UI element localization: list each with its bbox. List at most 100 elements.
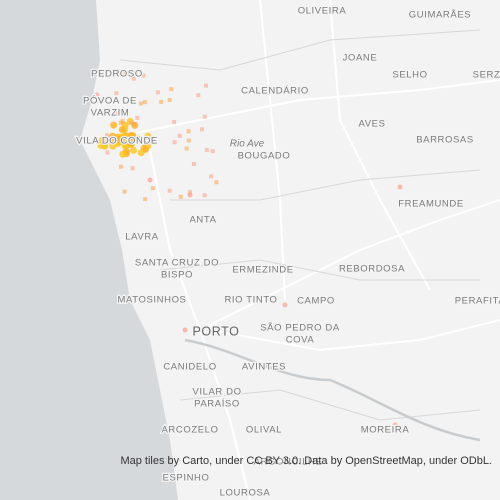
marker bbox=[105, 150, 110, 155]
place-label: VARZIM bbox=[91, 108, 130, 119]
marker bbox=[120, 137, 128, 145]
marker bbox=[397, 184, 403, 190]
place-label: Rio Ave bbox=[230, 139, 265, 150]
place-label: ESPINHO bbox=[163, 473, 210, 484]
place-label: SERZE bbox=[473, 70, 500, 81]
marker bbox=[202, 193, 207, 198]
marker bbox=[141, 73, 146, 78]
marker bbox=[141, 142, 146, 147]
place-label: PEDROSO bbox=[91, 69, 143, 80]
place-label: RIO TINTO bbox=[224, 295, 277, 306]
marker bbox=[191, 162, 196, 167]
marker bbox=[187, 192, 193, 198]
marker bbox=[130, 134, 138, 142]
river bbox=[184, 338, 481, 442]
place-label: AVINTES bbox=[242, 362, 286, 373]
marker bbox=[123, 70, 128, 75]
marker bbox=[108, 132, 116, 140]
marker bbox=[172, 140, 177, 145]
marker bbox=[147, 177, 153, 183]
place-label: SELHO bbox=[392, 70, 427, 81]
place-label: CALENDÁRIO bbox=[241, 86, 309, 97]
marker bbox=[120, 119, 125, 124]
place-label: CAMPO bbox=[297, 296, 335, 307]
marker bbox=[169, 87, 174, 92]
marker bbox=[184, 146, 189, 151]
place-label: VILA DO CONDE bbox=[76, 136, 158, 147]
place-label: JOANE bbox=[343, 53, 378, 64]
marker bbox=[210, 149, 215, 154]
marker bbox=[132, 122, 137, 127]
marker bbox=[110, 121, 118, 129]
place-label: PERAFITA bbox=[455, 296, 500, 307]
place-label: MOREIRA bbox=[361, 425, 410, 436]
minor-roads bbox=[119, 29, 481, 421]
marker bbox=[204, 147, 209, 152]
attribution: Map tiles by Carto, under CC BY 3.0. Dat… bbox=[120, 455, 492, 467]
marker bbox=[172, 119, 177, 124]
place-label: LOUROSA bbox=[220, 488, 271, 499]
sea bbox=[0, 0, 178, 500]
place-label: MATOSINHOS bbox=[118, 295, 187, 306]
marker bbox=[392, 422, 398, 428]
place-label: VILAR DO bbox=[192, 387, 241, 398]
marker bbox=[142, 100, 147, 105]
marker bbox=[150, 186, 155, 191]
place-label: COVA bbox=[286, 335, 315, 346]
marker bbox=[137, 149, 145, 157]
place-label: SÃO PEDRO DA bbox=[260, 323, 340, 334]
marker bbox=[143, 197, 148, 202]
marker bbox=[159, 99, 164, 104]
place-label: PARAÍSO bbox=[194, 399, 240, 410]
marker bbox=[130, 146, 138, 154]
place-label: ANTA bbox=[189, 215, 216, 226]
marker bbox=[130, 166, 135, 171]
marker bbox=[121, 121, 129, 129]
marker bbox=[187, 190, 192, 195]
marker bbox=[138, 101, 143, 106]
marker bbox=[186, 138, 191, 143]
marker bbox=[204, 83, 209, 88]
place-label: ARGONCILHE bbox=[254, 457, 323, 468]
marker bbox=[114, 97, 119, 102]
marker bbox=[105, 133, 110, 138]
place-label: BOUGADO bbox=[238, 151, 291, 162]
marker bbox=[167, 98, 172, 103]
place-label: AVES bbox=[358, 119, 385, 130]
marker bbox=[118, 164, 123, 169]
place-label: ARCOZELO bbox=[161, 425, 218, 436]
marker bbox=[144, 132, 152, 140]
marker bbox=[155, 90, 160, 95]
marker bbox=[108, 139, 113, 144]
marker bbox=[178, 194, 183, 199]
marker bbox=[135, 115, 140, 120]
place-label: LAVRA bbox=[125, 232, 159, 243]
place-label: ERMEZINDE bbox=[232, 265, 293, 276]
marker bbox=[186, 129, 191, 134]
markers bbox=[94, 70, 403, 428]
marker bbox=[214, 180, 219, 185]
roads bbox=[99, 0, 500, 500]
marker bbox=[282, 302, 288, 308]
marker bbox=[119, 150, 127, 158]
place-label: OLIVAL bbox=[246, 425, 282, 436]
marker bbox=[196, 93, 201, 98]
place-label: FREAMUNDE bbox=[398, 199, 464, 210]
marker bbox=[182, 327, 188, 333]
marker bbox=[177, 133, 182, 138]
marker bbox=[101, 142, 109, 150]
place-label: BISPO bbox=[161, 270, 193, 281]
place-label: PÓVOA DE bbox=[83, 96, 137, 107]
marker bbox=[167, 188, 172, 193]
marker bbox=[202, 114, 207, 119]
place-labels: OLIVEIRA JOANE GUIMARÃES PEDROSO SELHO SERZE P… bbox=[75, 4, 500, 500]
marker bbox=[98, 136, 106, 144]
place-label: SANTA CRUZ DO bbox=[135, 258, 219, 269]
marker bbox=[114, 91, 119, 96]
marker bbox=[114, 109, 119, 114]
place-label: BARROSAS bbox=[416, 135, 474, 146]
marker bbox=[209, 174, 214, 179]
place-label: GUIMARÃES bbox=[409, 10, 471, 21]
place-label: PORTO bbox=[193, 324, 240, 338]
